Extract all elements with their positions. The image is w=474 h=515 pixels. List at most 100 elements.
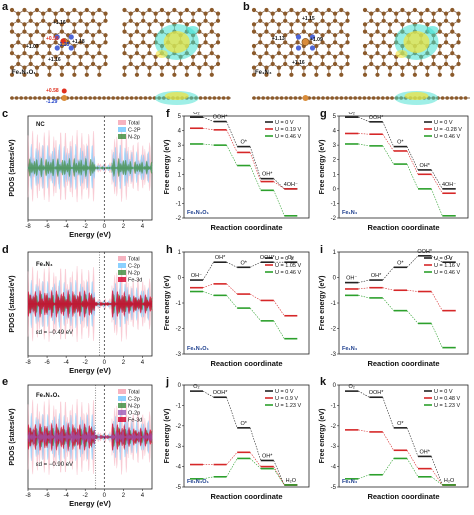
carbon-atom xyxy=(283,18,288,23)
carbon-atom xyxy=(251,72,257,77)
y-tick-label: 0 xyxy=(333,187,337,193)
legend-swatch xyxy=(118,263,126,268)
carbon-atom xyxy=(320,11,325,16)
carbon-atom xyxy=(28,33,33,38)
catalyst-tag: Fe₁N₄O₁ xyxy=(187,210,210,216)
energy-connector xyxy=(431,255,443,263)
carbon-atom xyxy=(128,54,133,59)
carbon-atom xyxy=(9,51,15,56)
y-tick-label: -1 xyxy=(176,403,182,409)
carbon-atom xyxy=(22,51,27,56)
carbon-atom xyxy=(84,43,89,49)
carbon-atom xyxy=(47,65,52,70)
state-label: OH* xyxy=(420,449,431,455)
carbon-atom xyxy=(345,54,350,59)
nitrogen-atom xyxy=(309,34,316,40)
carbon-atom xyxy=(147,72,152,77)
carbon-atom xyxy=(270,61,275,67)
carbon-atom xyxy=(326,29,331,34)
carbon-atom xyxy=(66,61,71,67)
carbon-atom xyxy=(264,72,269,77)
side-atom xyxy=(28,96,33,100)
carbon-atom xyxy=(387,43,393,49)
carbon-atom xyxy=(425,22,430,27)
oxygen-atom xyxy=(60,38,66,44)
side-atom xyxy=(279,96,284,100)
carbon-atom xyxy=(369,54,374,59)
carbon-atom xyxy=(283,54,288,59)
carbon-atom xyxy=(276,29,282,34)
carbon-atom xyxy=(406,11,411,16)
carbon-atom xyxy=(314,51,319,56)
state-label: O₂ xyxy=(446,255,452,261)
charge-label: +1.16 xyxy=(48,57,61,63)
side-atom xyxy=(93,96,97,100)
carbon-atom xyxy=(34,7,40,13)
carbon-atom xyxy=(16,18,21,23)
energy-connector xyxy=(358,143,370,147)
carbon-atom xyxy=(283,11,288,16)
carbon-atom xyxy=(159,72,165,77)
carbon-atom xyxy=(215,11,221,16)
state-label: OOH* xyxy=(213,390,229,396)
density-yellow xyxy=(403,31,430,53)
iron-atom xyxy=(301,38,310,46)
carbon-atom xyxy=(289,72,294,77)
energy-connector xyxy=(249,152,262,182)
carbon-atom xyxy=(301,29,306,34)
carbon-atom xyxy=(53,40,58,45)
carbon-atom xyxy=(437,72,442,77)
carbon-atom xyxy=(314,22,319,27)
carbon-atom xyxy=(134,51,140,56)
state-label: O* xyxy=(240,421,247,427)
energy-connector xyxy=(202,262,214,281)
carbon-atom xyxy=(332,18,338,23)
side-atom xyxy=(139,96,143,100)
carbon-atom xyxy=(97,29,102,34)
carbon-atom xyxy=(16,54,21,59)
catalyst-tag: Fe₁N₄O₁ xyxy=(187,346,210,352)
side-atom xyxy=(450,96,454,100)
energy-connector xyxy=(431,188,443,216)
carbon-atom xyxy=(103,18,108,23)
carbon-atom xyxy=(84,22,89,27)
carbon-atom xyxy=(97,7,102,13)
carbon-atom xyxy=(34,51,40,56)
carbon-atom xyxy=(362,22,368,27)
carbon-atom xyxy=(425,7,430,13)
panel-label-h: h xyxy=(166,244,173,256)
carbon-atom xyxy=(178,61,183,67)
carbon-atom xyxy=(197,65,202,70)
carbon-atom xyxy=(47,43,52,49)
energy-connector xyxy=(226,261,238,268)
charge-label: +1.09 xyxy=(310,37,323,43)
side-density-yellow xyxy=(164,92,189,100)
legend-swatch xyxy=(118,127,126,132)
y-tick-label: -3 xyxy=(176,352,182,358)
carbon-atom xyxy=(387,29,393,34)
catalyst-tag: Fe₁N₄ xyxy=(342,210,358,216)
y-tick-label: 0 xyxy=(178,187,182,193)
y-axis-label: Free energy (eV) xyxy=(164,140,171,195)
carbon-atom xyxy=(375,72,380,77)
side-atom xyxy=(88,96,92,100)
carbon-atom xyxy=(34,72,40,77)
carbon-atom xyxy=(215,33,221,38)
carbon-atom xyxy=(122,7,127,13)
energy-connector xyxy=(249,146,262,179)
side-atom xyxy=(284,96,288,100)
state-label: OH* xyxy=(371,273,382,279)
tag-c: NC xyxy=(36,122,45,128)
carbon-atom xyxy=(450,65,455,70)
y-tick-label: 3 xyxy=(178,143,182,149)
energy-connector xyxy=(358,474,370,480)
carbon-atom xyxy=(339,22,344,27)
carbon-atom xyxy=(251,22,257,27)
plot-frame xyxy=(183,115,310,219)
energy-connector xyxy=(273,460,285,486)
energy-connector xyxy=(431,476,443,486)
x-axis-label: Energy (eV) xyxy=(69,230,111,239)
energy-connector xyxy=(358,116,370,123)
carbon-atom xyxy=(369,40,374,45)
carbon-atom xyxy=(381,61,386,67)
